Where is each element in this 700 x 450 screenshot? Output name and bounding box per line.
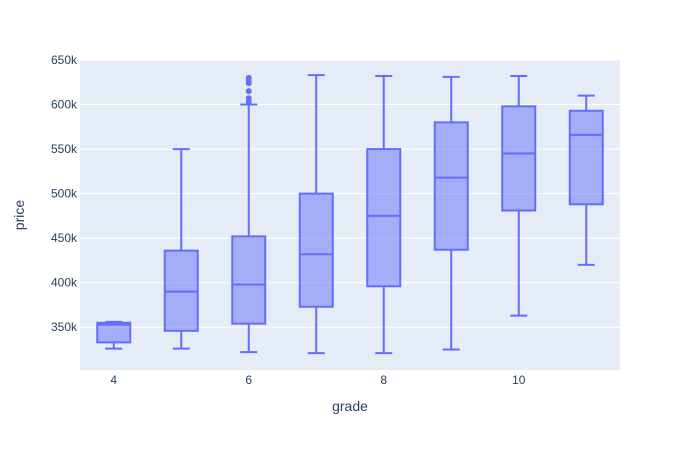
iqr-box	[433, 121, 469, 251]
x-tick-label: 6	[245, 373, 252, 387]
y-tick-label: 500k	[51, 187, 78, 201]
box-grade-8	[366, 75, 402, 355]
box-series	[96, 74, 604, 355]
iqr-box	[366, 148, 402, 288]
x-tick-label: 4	[110, 373, 117, 387]
box-grade-5	[163, 148, 199, 350]
y-tick-label: 550k	[51, 142, 78, 156]
y-tick-label: 650k	[51, 53, 78, 67]
x-tick-label: 8	[380, 373, 387, 387]
box-grade-7	[298, 74, 334, 355]
outlier-point	[245, 88, 252, 95]
iqr-box	[568, 109, 604, 206]
iqr-box	[298, 192, 334, 308]
y-tick-label: 400k	[51, 276, 78, 290]
y-tick-label: 350k	[51, 320, 78, 334]
x-tick-label: 10	[512, 373, 526, 387]
box-grade-4	[96, 320, 132, 350]
iqr-box	[96, 321, 132, 344]
x-axis-title: grade	[332, 398, 368, 414]
box-grade-6	[231, 74, 267, 354]
y-tick-label: 450k	[51, 231, 78, 245]
plot-background	[80, 60, 620, 370]
outlier-point	[245, 74, 252, 81]
x-axis-ticks: 4 6 8 10	[110, 373, 525, 387]
outlier-point	[245, 95, 252, 102]
y-axis-ticks: 350k 400k 450k 500k 550k 600k 650k	[51, 53, 78, 334]
iqr-box	[231, 235, 267, 325]
box-grade-11	[568, 94, 604, 266]
iqr-box	[501, 105, 537, 212]
y-tick-label: 600k	[51, 98, 78, 112]
y-axis-title: price	[11, 200, 27, 231]
box-grade-10	[501, 75, 537, 317]
box-grade-9	[433, 75, 469, 351]
